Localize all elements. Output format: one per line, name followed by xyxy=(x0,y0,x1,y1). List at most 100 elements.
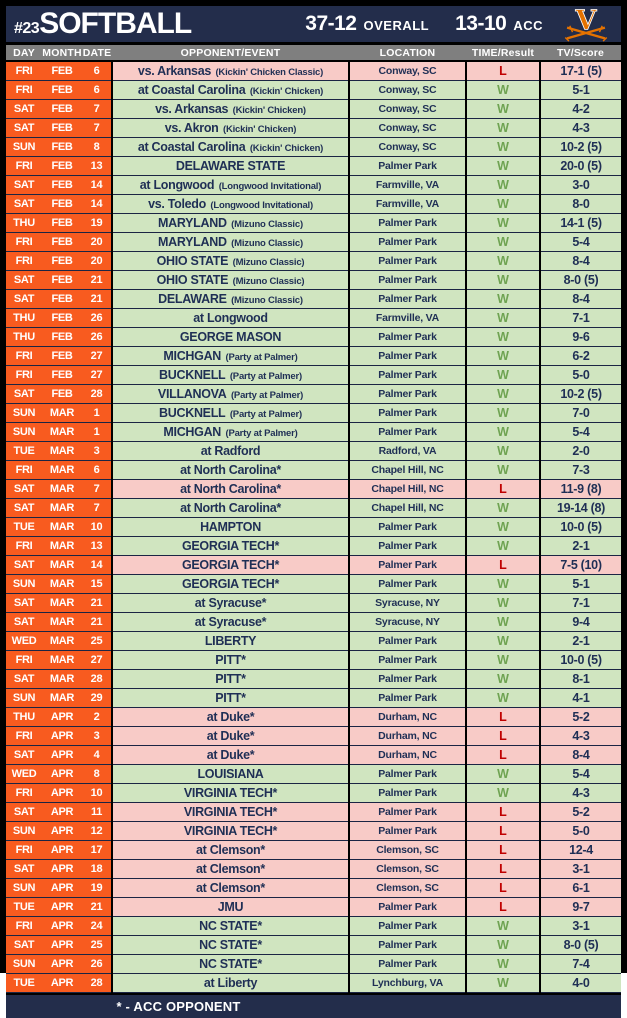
day-cell: WED xyxy=(6,764,42,784)
virginia-v-sabre-logo-icon: V xyxy=(564,6,608,42)
col-header-date: DATE xyxy=(82,45,112,62)
location-cell: Palmer Park xyxy=(349,935,467,955)
location-cell: Chapel Hill, NC xyxy=(349,498,467,518)
schedule-row: SAT MAR 7 at North Carolina* Chapel Hill, N… xyxy=(6,498,621,518)
month-cell: MAR xyxy=(42,688,82,708)
schedule-row: SAT APR 4 at Duke* Durham, NC L 8-4 xyxy=(6,745,621,765)
date-cell: 7 xyxy=(82,479,113,499)
date-cell: 27 xyxy=(82,346,113,366)
opponent-name: GEORGIA TECH* xyxy=(181,558,280,572)
opponent-cell: MICHGAN (Party at Palmer) xyxy=(112,422,350,442)
date-cell: 21 xyxy=(82,897,113,917)
day-cell: SUN xyxy=(6,574,42,594)
score-cell: 5-2 xyxy=(540,802,621,822)
opponent-name: vs. Arkansas xyxy=(137,64,211,78)
event-name: (Mizuno Classic) xyxy=(231,238,303,249)
location-cell: Palmer Park xyxy=(349,669,467,689)
result-cell: W xyxy=(466,935,541,955)
score-cell: 11-9 (8) xyxy=(540,479,621,499)
event-name: (Kickin' Chicken) xyxy=(232,105,306,116)
result-cell: L xyxy=(466,726,541,746)
location-cell: Palmer Park xyxy=(349,517,467,537)
opponent-cell: BUCKNELL (Party at Palmer) xyxy=(112,403,350,423)
location-cell: Palmer Park xyxy=(349,954,467,974)
opponent-cell: at Coastal Carolina (Kickin' Chicken) xyxy=(112,137,350,157)
schedule-row: SAT MAR 21 at Syracuse* Syracuse, NY W 7-1 xyxy=(6,593,621,613)
opponent-name: DELAWARE xyxy=(158,292,227,306)
opponent-cell: at North Carolina* xyxy=(112,479,350,499)
result-cell: W xyxy=(466,441,541,461)
day-cell: TUE xyxy=(6,897,42,917)
location-cell: Palmer Park xyxy=(349,821,467,841)
schedule-row: FRI FEB 27 MICHGAN (Party at Palmer) Palmer … xyxy=(6,346,621,366)
event-name: (Longwood Invitational) xyxy=(210,200,313,211)
schedule-row: SUN APR 26 NC STATE* Palmer Park W 7-4 xyxy=(6,954,621,974)
schedule-row: SAT FEB 14 at Longwood (Longwood Invitation… xyxy=(6,175,621,195)
location-cell: Palmer Park xyxy=(349,783,467,803)
opponent-name: NC STATE* xyxy=(199,938,262,952)
day-cell: SUN xyxy=(6,422,42,442)
location-cell: Durham, NC xyxy=(349,745,467,765)
col-header-location: LOCATION xyxy=(349,45,466,62)
event-name: (Party at Palmer) xyxy=(225,352,298,363)
date-cell: 10 xyxy=(82,783,113,803)
opponent-name: MICHGAN xyxy=(163,425,222,439)
score-cell: 2-1 xyxy=(540,536,621,556)
opponent-name: at Coastal Carolina xyxy=(137,140,246,154)
month-cell: APR xyxy=(42,840,82,860)
location-cell: Palmer Park xyxy=(349,346,467,366)
schedule-row: SAT FEB 14 vs. Toledo (Longwood Invitationa… xyxy=(6,194,621,214)
month-cell: APR xyxy=(42,726,82,746)
result-cell: W xyxy=(466,365,541,385)
opponent-cell: at Liberty xyxy=(112,973,350,993)
opponent-cell: LOUISIANA xyxy=(112,764,350,784)
result-cell: L xyxy=(466,479,541,499)
month-cell: APR xyxy=(42,916,82,936)
opponent-name: GEORGE MASON xyxy=(179,330,282,344)
score-cell: 8-0 (5) xyxy=(540,935,621,955)
opponent-name: BUCKNELL xyxy=(159,368,226,382)
month-cell: APR xyxy=(42,973,82,993)
opponent-name: at Longwood xyxy=(139,178,215,192)
month-cell: MAR xyxy=(42,555,82,575)
location-cell: Palmer Park xyxy=(349,232,467,252)
score-cell: 5-4 xyxy=(540,422,621,442)
schedule-row: FRI FEB 6 vs. Arkansas (Kickin' Chicken Cla… xyxy=(6,61,621,81)
col-header-opponent: OPPONENT/EVENT xyxy=(112,45,349,62)
score-cell: 4-2 xyxy=(540,99,621,119)
result-cell: L xyxy=(466,859,541,879)
date-cell: 21 xyxy=(82,593,113,613)
month-cell: APR xyxy=(42,802,82,822)
score-cell: 5-4 xyxy=(540,232,621,252)
schedule-row: FRI MAR 13 GEORGIA TECH* Palmer Park W 2-1 xyxy=(6,536,621,556)
score-cell: 5-0 xyxy=(540,365,621,385)
result-cell: W xyxy=(466,764,541,784)
result-cell: W xyxy=(466,384,541,404)
score-cell: 9-4 xyxy=(540,612,621,632)
month-cell: FEB xyxy=(42,118,82,138)
month-cell: MAR xyxy=(42,669,82,689)
acc-label: ACC xyxy=(513,18,543,33)
month-cell: MAR xyxy=(42,422,82,442)
location-cell: Palmer Park xyxy=(349,403,467,423)
day-cell: SAT xyxy=(6,802,42,822)
result-cell: W xyxy=(466,118,541,138)
result-cell: W xyxy=(466,213,541,233)
schedule-row: FRI APR 3 at Duke* Durham, NC L 4-3 xyxy=(6,726,621,746)
month-cell: FEB xyxy=(42,270,82,290)
day-cell: SAT xyxy=(6,935,42,955)
opponent-cell: at Duke* xyxy=(112,745,350,765)
schedule-row: WED APR 8 LOUISIANA Palmer Park W 5-4 xyxy=(6,764,621,784)
result-cell: L xyxy=(466,555,541,575)
schedule-row: FRI FEB 20 OHIO STATE (Mizuno Classic) Palme… xyxy=(6,251,621,271)
opponent-name: LIBERTY xyxy=(204,634,257,648)
month-cell: APR xyxy=(42,935,82,955)
month-cell: MAR xyxy=(42,460,82,480)
location-cell: Conway, SC xyxy=(349,99,467,119)
schedule-row: SAT MAR 7 at North Carolina* Chapel Hill, N… xyxy=(6,479,621,499)
date-cell: 3 xyxy=(82,726,113,746)
footer-bar: * - ACC OPPONENT xyxy=(6,993,621,1018)
score-cell: 6-1 xyxy=(540,878,621,898)
opponent-name: vs. Toledo xyxy=(148,197,206,211)
schedule-row: SUN MAR 1 MICHGAN (Party at Palmer) Palmer P… xyxy=(6,422,621,442)
